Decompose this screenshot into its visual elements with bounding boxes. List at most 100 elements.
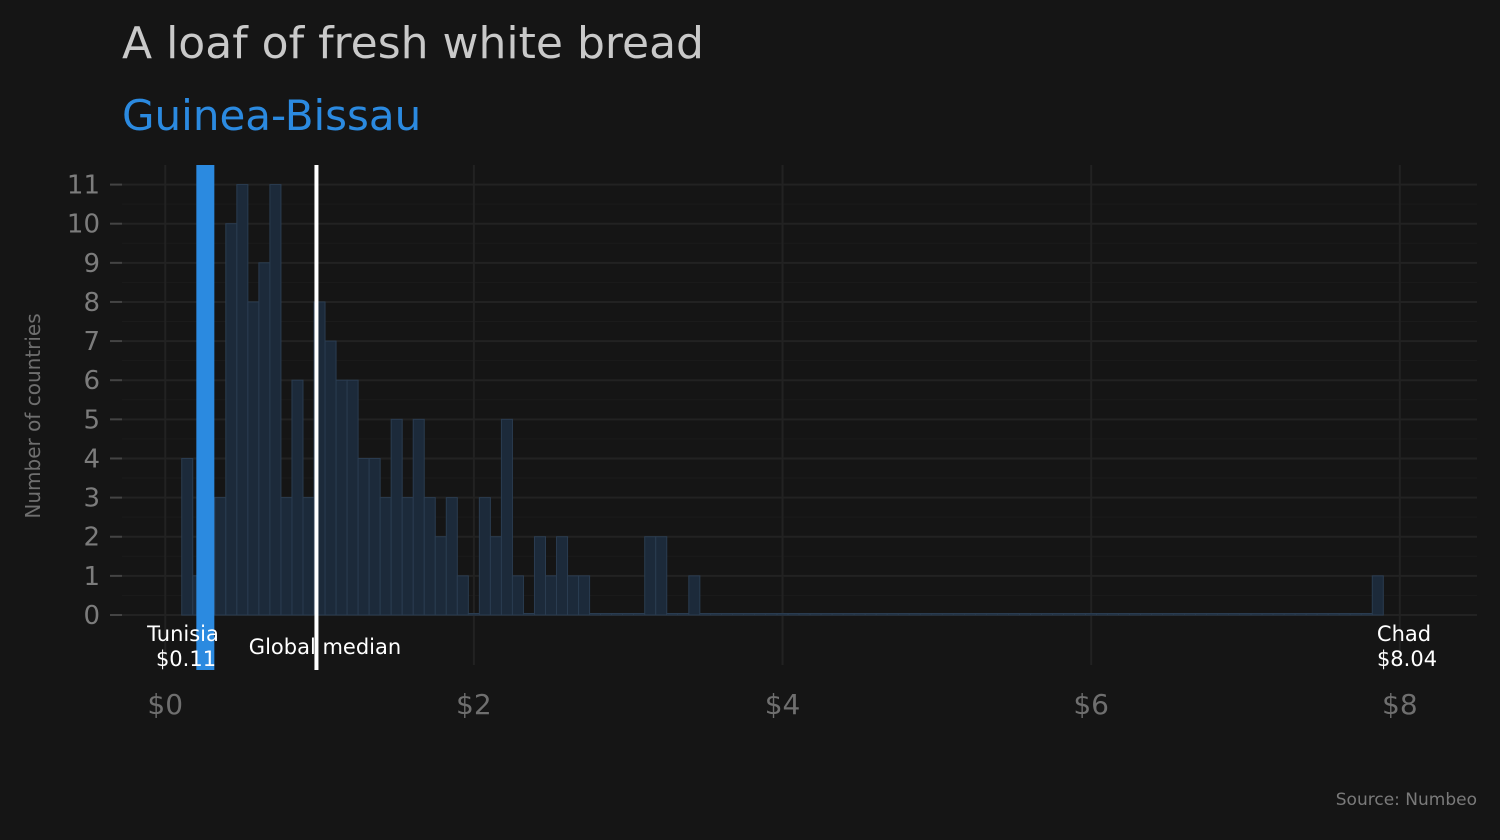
- histogram-bar: [545, 575, 558, 616]
- histogram-bar: [622, 613, 635, 616]
- histogram-bar: [1250, 613, 1263, 616]
- histogram-bar: [478, 497, 491, 616]
- histogram-bar: [280, 497, 293, 616]
- histogram-bar: [379, 497, 392, 616]
- histogram-bar: [655, 536, 668, 616]
- annotation-max-country: Chad: [1377, 622, 1431, 646]
- histogram-bar: [578, 575, 591, 616]
- histogram-bar: [732, 613, 745, 616]
- histogram-bar: [644, 536, 657, 616]
- y-tick-label: 5: [83, 405, 100, 435]
- annotation-min-price: $0.11: [156, 647, 216, 671]
- histogram-bar: [181, 457, 194, 616]
- histogram-bar: [522, 613, 535, 616]
- histogram-bar: [1096, 613, 1109, 616]
- histogram-bar: [820, 613, 833, 616]
- histogram-bar: [1217, 613, 1230, 616]
- histogram-bar: [952, 613, 965, 616]
- histogram-bar: [1327, 613, 1340, 616]
- annotation-max-price: $8.04: [1377, 647, 1437, 671]
- histogram-bar: [1360, 613, 1373, 616]
- y-tick-label: 3: [83, 484, 100, 514]
- histogram-bar: [809, 613, 822, 616]
- histogram-bar: [1162, 613, 1175, 616]
- histogram-bar: [1184, 613, 1197, 616]
- histogram-bar: [1074, 613, 1087, 616]
- histogram-bars: [181, 184, 1384, 616]
- histogram-bar: [886, 613, 899, 616]
- histogram-bar: [1030, 613, 1043, 616]
- histogram-bar: [269, 184, 282, 616]
- histogram-bar: [401, 497, 414, 616]
- histogram-bar: [963, 613, 976, 616]
- y-axis-label: Number of countries: [21, 313, 45, 518]
- y-tick-label: 6: [83, 366, 100, 396]
- histogram-bar: [258, 262, 271, 616]
- y-tick-label: 7: [83, 327, 100, 357]
- histogram-bar: [633, 613, 646, 616]
- histogram-bar: [1294, 613, 1307, 616]
- y-tick-label: 1: [83, 562, 100, 592]
- histogram-bar: [1007, 613, 1021, 616]
- histogram-bar: [1371, 575, 1384, 616]
- annotation-min-country: Tunisia: [146, 622, 219, 646]
- histogram-bar: [511, 575, 524, 616]
- histogram-bar: [214, 497, 227, 616]
- histogram-bar: [1151, 613, 1164, 616]
- histogram-bar: [247, 301, 260, 616]
- histogram-bar: [368, 457, 381, 616]
- histogram-bar: [996, 613, 1009, 616]
- y-tick-label: 8: [83, 288, 100, 318]
- histogram-bar: [897, 613, 910, 616]
- histogram-bar: [787, 613, 800, 616]
- histogram-bar: [710, 613, 723, 616]
- histogram-bar: [1107, 613, 1120, 616]
- histogram-bar: [677, 613, 690, 616]
- histogram-bar: [908, 613, 921, 616]
- histogram-bar: [1283, 613, 1296, 616]
- y-tick-label: 9: [83, 249, 100, 279]
- highlight-bar-guinea-bissau: [196, 165, 215, 670]
- histogram-bar: [467, 613, 480, 616]
- histogram-bar: [1305, 613, 1318, 616]
- histogram-bar: [1173, 613, 1186, 616]
- histogram-bar: [335, 379, 348, 616]
- histogram-bar: [1206, 613, 1219, 616]
- histogram-bar: [1228, 613, 1241, 616]
- histogram-bar: [864, 613, 877, 616]
- histogram-bar: [500, 418, 513, 616]
- histogram-bar: [798, 613, 811, 616]
- histogram-bar: [985, 613, 998, 616]
- x-tick-label: $0: [147, 688, 183, 721]
- histogram-bar: [291, 379, 304, 616]
- y-tick-label: 4: [83, 444, 100, 474]
- histogram-bar: [974, 613, 987, 616]
- histogram-bar: [875, 613, 888, 616]
- histogram-bar: [589, 613, 602, 616]
- histogram-bar: [445, 497, 458, 616]
- histogram-bar: [765, 613, 778, 616]
- histogram-bar: [302, 497, 315, 616]
- histogram-bar: [754, 613, 767, 616]
- histogram-bar: [1316, 613, 1329, 616]
- histogram-bar: [930, 613, 943, 616]
- histogram-bar: [842, 613, 855, 616]
- histogram-bar: [225, 223, 238, 616]
- y-tick-label: 2: [83, 523, 100, 553]
- histogram-bar: [434, 536, 447, 616]
- histogram-bar: [1338, 613, 1351, 616]
- x-tick-label: $2: [456, 688, 492, 721]
- histogram-bar: [567, 575, 580, 616]
- histogram-bar: [941, 613, 954, 616]
- histogram-bar: [699, 613, 712, 616]
- histogram-bar: [236, 184, 249, 616]
- histogram-bar: [1019, 613, 1032, 616]
- histogram-bar: [1085, 613, 1098, 616]
- histogram-bar: [324, 340, 337, 616]
- histogram-bar: [1261, 613, 1274, 616]
- x-tick-label: $6: [1073, 688, 1109, 721]
- y-tick-label: 11: [67, 171, 100, 201]
- histogram-bar: [743, 613, 756, 616]
- histogram-bar: [1349, 613, 1362, 616]
